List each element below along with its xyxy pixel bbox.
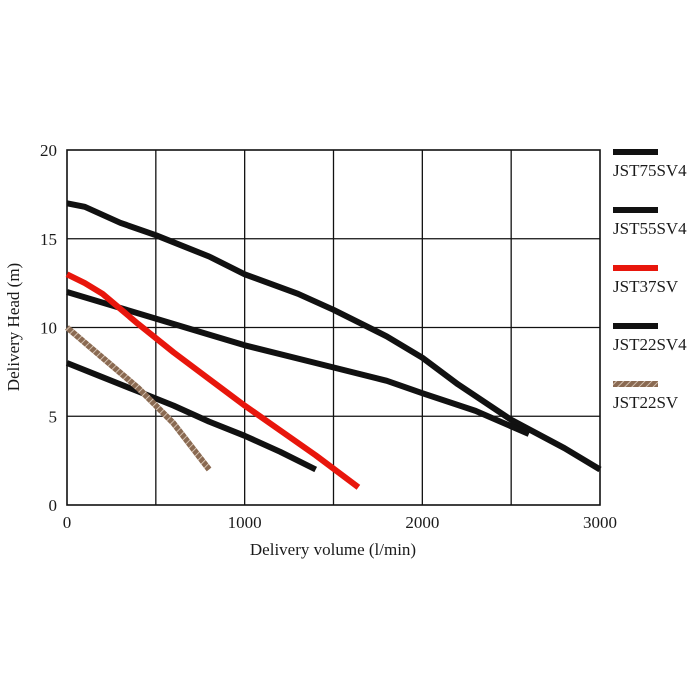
legend-label-jst37sv: JST37SV — [613, 277, 679, 296]
legend-label-jst22sv4: JST22SV4 — [613, 335, 687, 354]
legend-label-jst75sv4: JST75SV4 — [613, 161, 687, 180]
y-tick-label: 0 — [49, 496, 58, 515]
x-tick-label: 2000 — [405, 513, 439, 532]
grid — [67, 150, 600, 505]
x-tick-label: 3000 — [583, 513, 617, 532]
legend-swatch-jst55sv4 — [613, 207, 658, 213]
legend-label-jst55sv4: JST55SV4 — [613, 219, 687, 238]
series-line-jst22sv — [65, 325, 212, 472]
series-line-jst37sv — [65, 271, 361, 490]
y-tick-label: 10 — [40, 319, 57, 338]
x-tick-label: 1000 — [228, 513, 262, 532]
series-line-jst55sv4 — [66, 289, 531, 437]
y-tick-label: 15 — [40, 230, 57, 249]
y-axis-label: Delivery Head (m) — [4, 263, 23, 391]
legend-label-jst22sv: JST22SV — [613, 393, 679, 412]
tick-labels: 0 1000 2000 3000 0 5 10 15 20 — [40, 141, 617, 532]
y-tick-label: 20 — [40, 141, 57, 160]
legend-swatch-jst22sv — [613, 381, 658, 387]
legend-swatch-jst37sv — [613, 265, 658, 271]
legend-swatch-jst75sv4 — [613, 149, 658, 155]
legend-swatch-jst22sv4 — [613, 323, 658, 329]
x-axis-label: Delivery volume (l/min) — [250, 540, 416, 559]
series-group — [65, 200, 602, 490]
series-line-jst75sv4 — [66, 200, 602, 473]
legend: JST75SV4 JST55SV4 JST37SV JST22SV4 JST22SV — [613, 149, 687, 412]
y-tick-label: 5 — [49, 407, 58, 426]
x-tick-label: 0 — [63, 513, 72, 532]
series-line-jst22sv4 — [65, 360, 318, 473]
